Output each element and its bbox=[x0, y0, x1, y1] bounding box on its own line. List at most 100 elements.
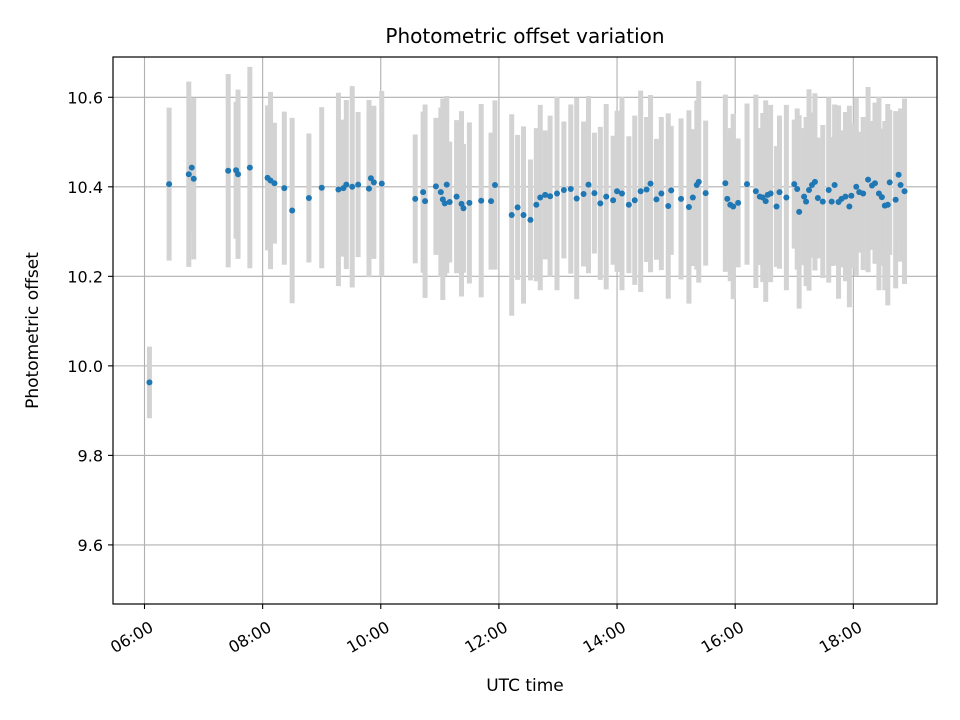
data-point bbox=[412, 195, 419, 202]
data-point bbox=[897, 182, 904, 189]
y-tick-label: 10.2 bbox=[67, 267, 103, 286]
data-point bbox=[567, 186, 574, 193]
data-point bbox=[422, 198, 429, 205]
data-point bbox=[702, 190, 709, 197]
data-point bbox=[610, 197, 617, 204]
data-point bbox=[591, 190, 598, 197]
data-point bbox=[796, 208, 803, 215]
data-point bbox=[614, 188, 621, 195]
data-point bbox=[281, 185, 288, 192]
data-point bbox=[695, 178, 702, 185]
data-point bbox=[335, 186, 342, 193]
axes-frame bbox=[112, 56, 938, 605]
data-point bbox=[846, 203, 853, 210]
data-point bbox=[190, 175, 197, 182]
data-point bbox=[343, 181, 350, 188]
data-point bbox=[895, 171, 902, 178]
data-point bbox=[378, 180, 385, 187]
data-point bbox=[488, 198, 495, 205]
data-point bbox=[597, 200, 604, 207]
data-point bbox=[806, 186, 813, 193]
data-point bbox=[508, 212, 515, 219]
data-point bbox=[318, 184, 325, 191]
data-point bbox=[794, 186, 801, 193]
data-point bbox=[365, 185, 372, 192]
data-point bbox=[370, 179, 377, 186]
data-point bbox=[520, 212, 527, 219]
data-point bbox=[668, 187, 675, 194]
data-point bbox=[722, 180, 729, 187]
data-point bbox=[865, 176, 872, 183]
data-point bbox=[420, 189, 427, 196]
data-point bbox=[246, 164, 253, 171]
data-point bbox=[783, 194, 790, 201]
data-point bbox=[848, 192, 855, 199]
data-point bbox=[441, 200, 448, 207]
y-tick-label: 10.6 bbox=[67, 88, 103, 107]
data-point bbox=[453, 193, 460, 200]
data-point bbox=[305, 195, 312, 202]
data-point bbox=[811, 178, 818, 185]
data-point bbox=[491, 182, 498, 189]
data-point bbox=[735, 199, 742, 206]
data-point bbox=[860, 190, 867, 197]
data-point bbox=[355, 181, 362, 188]
data-point bbox=[478, 197, 485, 204]
data-point bbox=[537, 194, 544, 201]
data-point bbox=[185, 171, 192, 178]
data-point bbox=[831, 182, 838, 189]
data-point bbox=[825, 186, 832, 193]
data-point bbox=[547, 193, 554, 200]
data-point bbox=[553, 190, 560, 197]
data-point bbox=[560, 186, 567, 193]
data-point bbox=[432, 183, 439, 190]
data-point bbox=[585, 181, 592, 188]
data-point bbox=[533, 201, 540, 208]
data-point bbox=[625, 201, 632, 208]
y-tick-label: 9.8 bbox=[78, 446, 103, 465]
data-point bbox=[884, 201, 891, 208]
data-point bbox=[853, 183, 860, 190]
data-point bbox=[814, 195, 821, 202]
data-point bbox=[458, 200, 465, 207]
data-point bbox=[743, 181, 750, 188]
data-point bbox=[225, 167, 232, 174]
data-point bbox=[871, 180, 878, 187]
data-point bbox=[146, 379, 153, 386]
data-point bbox=[460, 205, 467, 212]
data-point bbox=[752, 188, 759, 195]
data-point bbox=[886, 179, 893, 186]
data-point bbox=[678, 195, 685, 202]
data-point bbox=[803, 198, 810, 205]
data-point bbox=[658, 190, 665, 197]
data-point bbox=[819, 198, 826, 205]
data-points bbox=[146, 164, 908, 386]
data-point bbox=[730, 203, 737, 210]
data-point bbox=[892, 196, 899, 203]
data-point bbox=[762, 198, 769, 205]
y-tick-label: 10.0 bbox=[67, 357, 103, 376]
data-point bbox=[878, 194, 885, 201]
data-point bbox=[618, 190, 625, 197]
data-point bbox=[443, 181, 450, 188]
data-point bbox=[901, 188, 908, 195]
data-point bbox=[580, 190, 587, 197]
data-point bbox=[466, 199, 473, 206]
data-point bbox=[724, 195, 731, 202]
data-point bbox=[653, 196, 660, 203]
data-point bbox=[349, 183, 356, 190]
data-point bbox=[842, 193, 849, 200]
data-point bbox=[514, 204, 521, 211]
data-point bbox=[603, 193, 610, 200]
data-point bbox=[289, 207, 296, 214]
data-point bbox=[773, 203, 780, 210]
data-point bbox=[801, 193, 808, 200]
x-axis-label: UTC time bbox=[486, 676, 564, 696]
data-point bbox=[637, 188, 644, 195]
data-point bbox=[767, 190, 774, 197]
y-tick-label: 9.6 bbox=[78, 536, 103, 555]
data-point bbox=[271, 180, 278, 187]
y-tick-label: 10.4 bbox=[67, 178, 103, 197]
data-point bbox=[776, 189, 783, 196]
data-point bbox=[542, 191, 549, 198]
